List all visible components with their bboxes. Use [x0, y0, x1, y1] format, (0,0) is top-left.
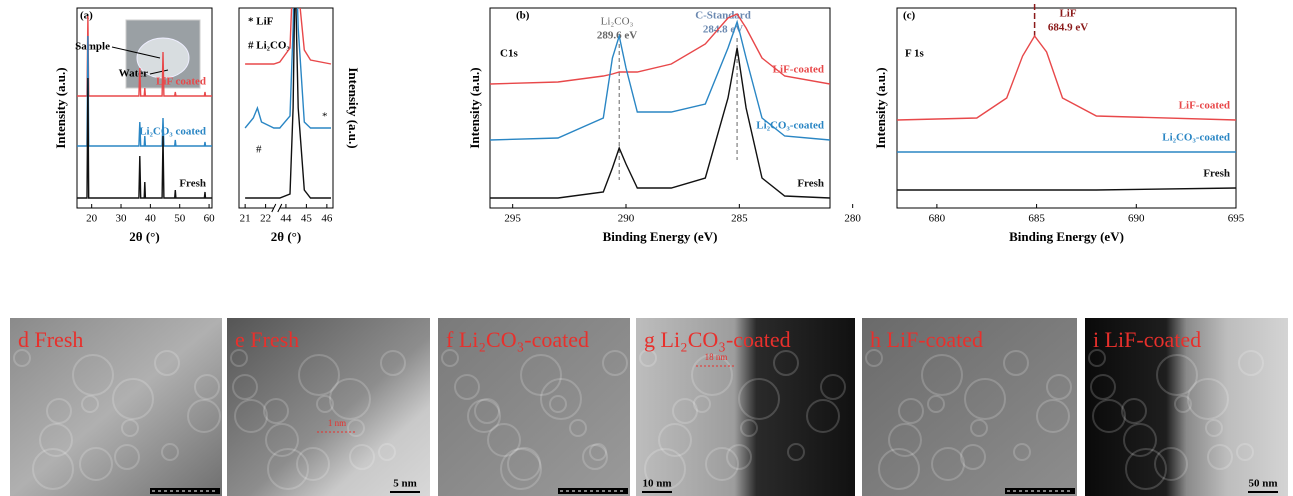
- x-tick-label: 680: [929, 213, 946, 225]
- annotation: (b): [516, 10, 530, 22]
- annotation: #: [256, 144, 262, 156]
- image-label: f Li₂CO₃-coated: [446, 327, 589, 352]
- y-axis-title: Intensity (a.u.): [346, 67, 361, 148]
- annotation: LiF: [1059, 8, 1076, 20]
- measure-label: 18 nm: [705, 352, 728, 362]
- x-tick-label: 44: [280, 213, 292, 225]
- x-tick-label: 45: [301, 213, 313, 225]
- measure-label: 1 nm: [328, 418, 346, 428]
- image-label: g Li₂CO₃-coated: [644, 327, 791, 352]
- annotation: Water: [119, 68, 148, 80]
- figure: 20 30 40 50 60 2θ (°) Intensity (a.u.) (a) Sampl…: [0, 0, 1293, 496]
- annotation: 684.9 eV: [1048, 22, 1088, 34]
- series-label: Fresh: [1203, 168, 1230, 180]
- x-tick-label: 20: [86, 213, 98, 225]
- x-tick-label: 285: [731, 213, 748, 225]
- annotation: F 1s: [905, 48, 925, 60]
- annotation: * LiF: [248, 16, 274, 28]
- annotation: Li₂CO₃: [601, 16, 634, 28]
- series-label: LiF-coated: [1179, 100, 1230, 112]
- x-tick-label: 50: [174, 213, 186, 225]
- image-label: i LiF-coated: [1093, 327, 1201, 352]
- image-label: d Fresh: [18, 327, 83, 352]
- annotation: 284.8 eV: [703, 24, 743, 36]
- x-tick-label: 695: [1228, 213, 1245, 225]
- scale-bar-label: 50 nm: [1248, 478, 1277, 490]
- series-label: Li₂CO₃-coated: [1162, 132, 1230, 144]
- x-tick-label: 30: [116, 213, 128, 225]
- image-label: e Fresh: [235, 327, 299, 352]
- plot-frame: [490, 8, 830, 208]
- series-label: Li₂CO₃ coated: [139, 126, 206, 138]
- series-label: LiF coated: [156, 76, 206, 88]
- x-tick-label: 21: [240, 213, 251, 225]
- x-axis-title: Binding Energy (eV): [1009, 229, 1124, 244]
- x-tick-label: 60: [204, 213, 216, 225]
- scale-bar-label: 10 nm: [642, 478, 671, 490]
- x-tick-label: 280: [844, 213, 861, 225]
- spectrum-line: [897, 188, 1236, 190]
- scale-bar-label: 5 nm: [393, 478, 417, 490]
- x-tick-label: 290: [618, 213, 635, 225]
- y-axis-title: Intensity (a.u.): [467, 67, 482, 148]
- series-label: Fresh: [179, 178, 206, 190]
- x-tick-label: 22: [260, 213, 271, 225]
- annotation: # Li₂CO₃: [248, 40, 290, 52]
- x-tick-label: 685: [1028, 213, 1045, 225]
- x-axis-title: 2θ (°): [271, 229, 301, 244]
- annotation: *: [322, 111, 328, 123]
- plot-frame: [239, 8, 333, 208]
- y-axis-title: Intensity (a.u.): [53, 67, 68, 148]
- x-tick-label: 40: [145, 213, 157, 225]
- x-tick-label: 46: [321, 213, 333, 225]
- annotation: C1s: [500, 48, 518, 60]
- spectrum-line: [245, 0, 331, 64]
- annotation: Sample: [75, 41, 110, 53]
- x-tick-label: 295: [504, 213, 521, 225]
- annotation: C-Standard: [695, 10, 751, 22]
- annotation: (a): [80, 10, 93, 22]
- x-axis-title: Binding Energy (eV): [603, 229, 718, 244]
- series-label: Li₂CO₃-coated: [756, 120, 824, 132]
- x-tick-label: 690: [1128, 213, 1145, 225]
- series-label: LiF-coated: [773, 64, 824, 76]
- x-axis-title: 2θ (°): [129, 229, 159, 244]
- annotation: (c): [903, 10, 916, 22]
- series-label: Fresh: [797, 178, 824, 190]
- image-label: h LiF-coated: [870, 327, 983, 352]
- y-axis-title: Intensity (a.u.): [873, 67, 888, 148]
- spectrum-line: [245, 0, 331, 198]
- annotation: 289.6 eV: [597, 30, 637, 42]
